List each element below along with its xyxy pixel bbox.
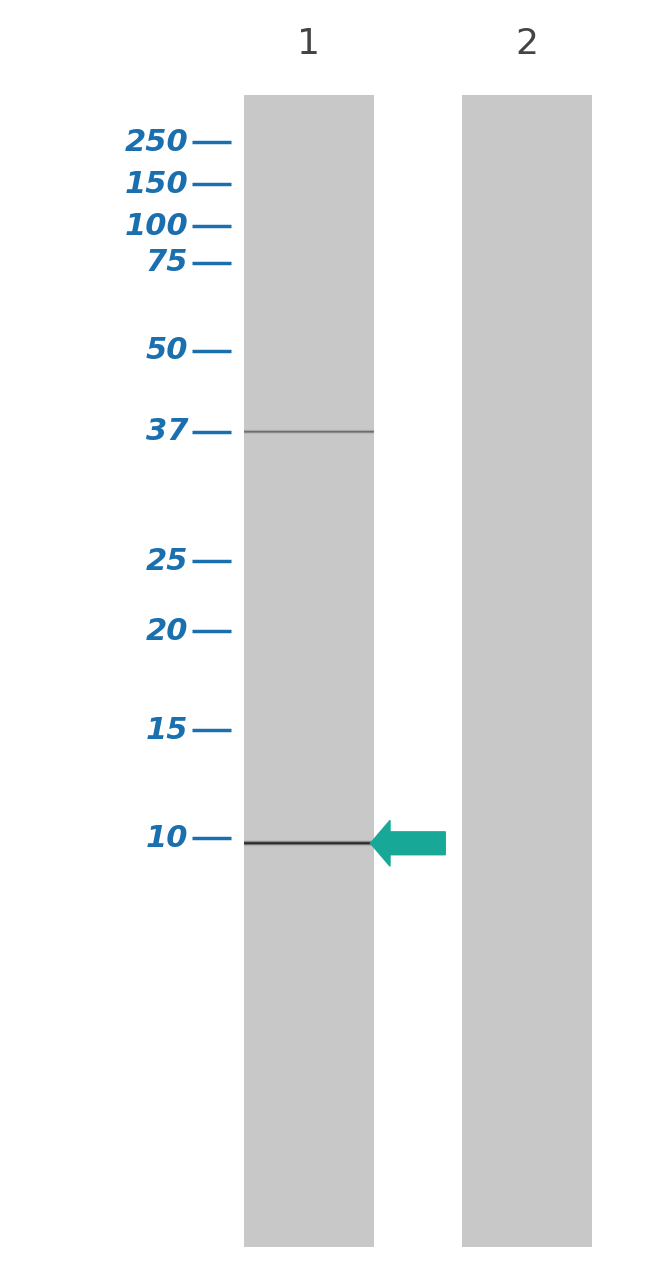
FancyArrow shape xyxy=(370,820,445,866)
Text: 50: 50 xyxy=(146,337,188,364)
Text: 10: 10 xyxy=(146,824,188,852)
Text: 15: 15 xyxy=(146,716,188,744)
Text: 150: 150 xyxy=(125,170,188,198)
Text: 20: 20 xyxy=(146,617,188,645)
Text: 1: 1 xyxy=(297,28,320,61)
Text: 25: 25 xyxy=(146,547,188,575)
Text: 250: 250 xyxy=(125,128,188,156)
Text: 75: 75 xyxy=(146,249,188,277)
Text: 100: 100 xyxy=(125,212,188,240)
Bar xyxy=(244,95,374,1247)
Text: 2: 2 xyxy=(515,28,538,61)
Text: 37: 37 xyxy=(146,418,188,446)
Bar xyxy=(462,95,592,1247)
